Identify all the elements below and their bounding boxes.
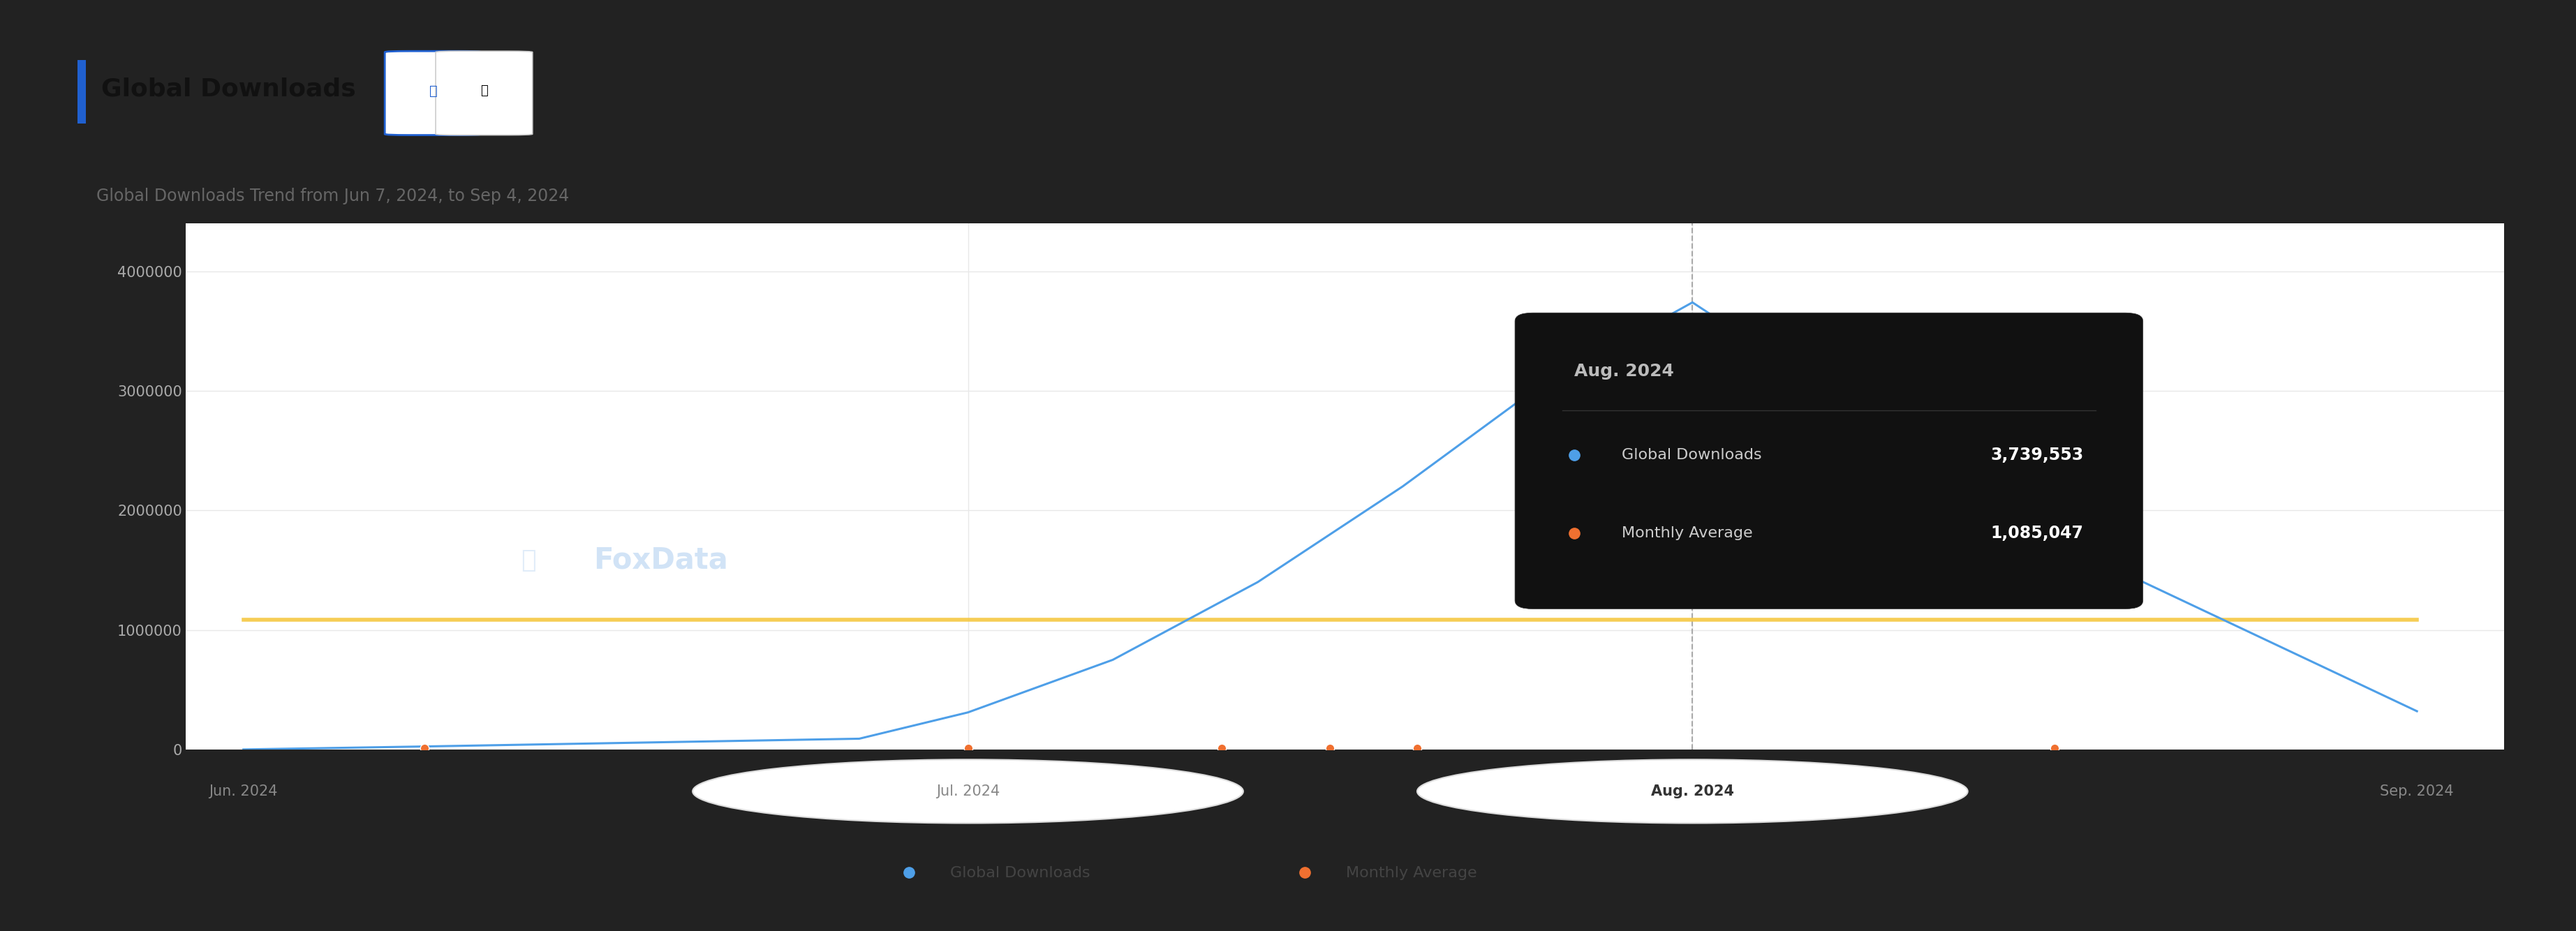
Text: ⛰: ⛰: [430, 85, 438, 98]
Circle shape: [693, 760, 1244, 823]
Text: Global Downloads: Global Downloads: [1620, 449, 1762, 462]
Text: Sep. 2024: Sep. 2024: [2380, 785, 2455, 798]
Text: Jun. 2024: Jun. 2024: [209, 785, 278, 798]
FancyBboxPatch shape: [384, 51, 482, 135]
Text: Monthly Average: Monthly Average: [1620, 527, 1752, 540]
Text: Global Downloads: Global Downloads: [951, 867, 1090, 880]
FancyBboxPatch shape: [435, 51, 533, 135]
Text: Global Downloads Trend from Jun 7, 2024, to Sep 4, 2024: Global Downloads Trend from Jun 7, 2024,…: [98, 188, 569, 204]
Text: FoxData: FoxData: [592, 546, 729, 574]
Text: 🛡: 🛡: [520, 548, 536, 572]
Text: 🌐: 🌐: [479, 85, 487, 98]
Text: Aug. 2024: Aug. 2024: [1651, 785, 1734, 798]
Bar: [77, 61, 85, 124]
Text: Jul. 2024: Jul. 2024: [935, 785, 999, 798]
Text: Aug. 2024: Aug. 2024: [1574, 363, 1674, 380]
Text: 3,739,553: 3,739,553: [1991, 447, 2084, 464]
Text: Global Downloads: Global Downloads: [100, 77, 355, 101]
Text: Monthly Average: Monthly Average: [1345, 867, 1476, 880]
Text: 1,085,047: 1,085,047: [1991, 525, 2084, 542]
Circle shape: [1417, 760, 1968, 823]
FancyBboxPatch shape: [1515, 313, 2143, 609]
